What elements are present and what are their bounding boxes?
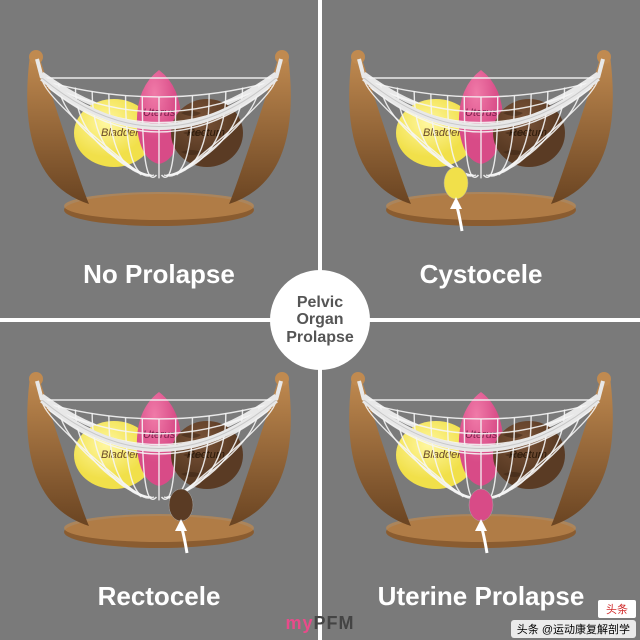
label-bladder: Bladder — [423, 449, 462, 461]
attrib-handle: 运动康复解剖学 — [553, 624, 630, 636]
watermark-part-2: PFM — [314, 613, 355, 633]
panel-no-prolapse: Bladder Uterus Rectum No Prolapse — [0, 0, 318, 318]
panel-uterine-prolapse: Bladder Uterus Rectum Uterine Prolapse — [322, 322, 640, 640]
panel-caption: Uterine Prolapse — [322, 581, 640, 612]
panel-rectocele: Bladder Uterus Rectum Rectocele — [0, 322, 318, 640]
label-bladder: Bladder — [101, 127, 140, 139]
label-bladder: Bladder — [423, 127, 462, 139]
hotlink-badge: 头条 — [598, 600, 636, 618]
panel-caption: Rectocele — [0, 581, 318, 612]
panel-caption: No Prolapse — [0, 259, 318, 290]
center-line-3: Prolapse — [286, 329, 354, 347]
watermark: myPFM — [285, 613, 354, 634]
label-bladder: Bladder — [101, 449, 140, 461]
center-badge: Pelvic Organ Prolapse — [270, 270, 370, 370]
attrib-prefix: 头条 @ — [517, 624, 553, 636]
center-line-2: Organ — [296, 311, 343, 329]
panel-cystocele: Bladder Uterus Rectum Cystocele — [322, 0, 640, 318]
center-line-1: Pelvic — [297, 294, 343, 312]
attribution: 头条 @运动康复解剖学 — [511, 620, 636, 638]
watermark-part-1: my — [285, 613, 313, 633]
panel-caption: Cystocele — [322, 259, 640, 290]
hotlink-text: 头条 — [606, 604, 628, 616]
